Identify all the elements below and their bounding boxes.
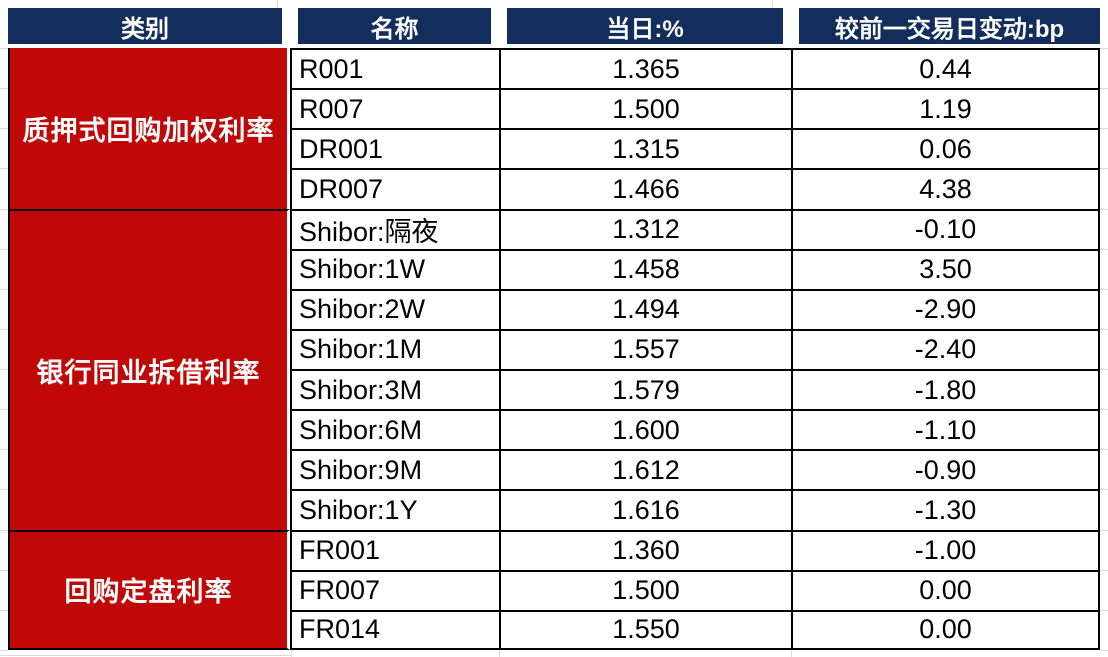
gridline-tick: [772, 0, 773, 8]
gridline-tick: [1100, 449, 1108, 450]
gridline-tick: [1100, 168, 1108, 169]
gridline-tick: [1100, 209, 1108, 210]
gridline-tick: [0, 128, 8, 129]
gridline-tick: [0, 168, 8, 169]
change-cell[interactable]: -1.80: [791, 369, 1100, 410]
category-cell-interbank-lending[interactable]: 银行同业拆借利率: [8, 208, 290, 530]
gridline-tick: [0, 409, 8, 410]
change-cell[interactable]: -2.40: [791, 328, 1100, 370]
gridline-tick: [0, 369, 8, 370]
gridline-tick: [1100, 289, 1108, 290]
rate-cell[interactable]: 1.550: [499, 609, 791, 650]
gridline-tick: [791, 650, 792, 657]
header-cell-rate-today[interactable]: 当日:%: [499, 8, 791, 48]
gridline-tick: [1100, 610, 1108, 611]
gridline-tick: [0, 449, 8, 450]
gridline-tick: [1100, 88, 1108, 89]
header-cell-name[interactable]: 名称: [290, 8, 499, 48]
name-cell[interactable]: Shibor:1M: [290, 328, 499, 370]
gridline-tick: [1100, 249, 1108, 250]
gridline-tick: [1100, 329, 1108, 330]
gridline-tick: [1100, 48, 1108, 49]
name-cell[interactable]: Shibor:1Y: [290, 489, 499, 530]
change-cell[interactable]: -1.10: [791, 409, 1100, 450]
change-cell[interactable]: 4.38: [791, 168, 1100, 209]
gridline-tick: [0, 489, 8, 490]
gridline-tick: [1100, 489, 1108, 490]
name-cell[interactable]: FR001: [290, 529, 499, 570]
gridline-tick: [291, 650, 292, 657]
gridline-tick: [0, 48, 8, 49]
change-cell[interactable]: -1.00: [791, 529, 1100, 570]
change-cell[interactable]: -2.90: [791, 288, 1100, 329]
name-cell[interactable]: Shibor:2W: [290, 288, 499, 329]
gridline-tick: [1100, 409, 1108, 410]
change-cell[interactable]: 0.00: [791, 609, 1100, 650]
rate-cell[interactable]: 1.612: [499, 449, 791, 490]
rate-cell[interactable]: 1.500: [499, 88, 791, 129]
change-cell[interactable]: 1.19: [791, 88, 1100, 129]
gridline-tick: [0, 249, 8, 250]
change-cell[interactable]: -0.90: [791, 449, 1100, 490]
header-cell-change-bp[interactable]: 较前一交易日变动:bp: [791, 8, 1100, 48]
header-cell-category[interactable]: 类别: [8, 8, 290, 48]
category-cell-repo-fixing[interactable]: 回购定盘利率: [8, 529, 290, 650]
gridline-tick: [499, 650, 500, 657]
gridline-tick: [0, 655, 292, 656]
rate-cell[interactable]: 1.494: [499, 288, 791, 329]
rate-cell[interactable]: 1.557: [499, 328, 791, 370]
gridline-tick: [277, 0, 278, 8]
rate-cell[interactable]: 1.312: [499, 208, 791, 249]
name-cell[interactable]: FR007: [290, 569, 499, 610]
name-cell[interactable]: Shibor:9M: [290, 449, 499, 490]
category-cell-pledged-repo[interactable]: 质押式回购加权利率: [8, 48, 290, 209]
gridline-tick: [0, 530, 8, 531]
change-cell[interactable]: 0.44: [791, 48, 1100, 89]
gridline-tick: [1100, 570, 1108, 571]
gridline-tick: [1100, 369, 1108, 370]
gridline-tick: [0, 289, 8, 290]
name-cell[interactable]: DR001: [290, 128, 499, 169]
gridline-tick: [0, 610, 8, 611]
name-cell[interactable]: R007: [290, 88, 499, 129]
rate-cell[interactable]: 1.315: [499, 128, 791, 169]
rate-cell[interactable]: 1.616: [499, 489, 791, 530]
rate-cell[interactable]: 1.466: [499, 168, 791, 209]
rate-cell[interactable]: 1.365: [499, 48, 791, 89]
name-cell[interactable]: Shibor:1W: [290, 248, 499, 289]
gridline-tick: [0, 650, 8, 651]
change-cell[interactable]: -0.10: [791, 208, 1100, 249]
money-market-rates-table: 类别 名称 当日:% 较前一交易日变动:bp 质押式回购加权利率 R001 1.…: [8, 8, 1100, 650]
name-cell[interactable]: R001: [290, 48, 499, 89]
name-cell[interactable]: DR007: [290, 168, 499, 209]
rate-cell[interactable]: 1.600: [499, 409, 791, 450]
gridline-tick: [1100, 650, 1108, 651]
rate-cell[interactable]: 1.579: [499, 369, 791, 410]
name-cell[interactable]: Shibor:6M: [290, 409, 499, 450]
gridline-tick: [0, 209, 8, 210]
rate-cell[interactable]: 1.500: [499, 569, 791, 610]
change-cell[interactable]: 3.50: [791, 248, 1100, 289]
change-cell[interactable]: 0.00: [791, 569, 1100, 610]
gridline-tick: [0, 88, 8, 89]
name-cell[interactable]: FR014: [290, 609, 499, 650]
change-cell[interactable]: 0.06: [791, 128, 1100, 169]
rate-cell[interactable]: 1.458: [499, 248, 791, 289]
gridline-tick: [1100, 128, 1108, 129]
gridline-tick: [0, 329, 8, 330]
name-cell[interactable]: Shibor:3M: [290, 369, 499, 410]
name-cell[interactable]: Shibor:隔夜: [290, 208, 499, 249]
rate-cell[interactable]: 1.360: [499, 529, 791, 570]
gridline-tick: [1100, 530, 1108, 531]
change-cell[interactable]: -1.30: [791, 489, 1100, 530]
gridline-tick: [0, 570, 8, 571]
